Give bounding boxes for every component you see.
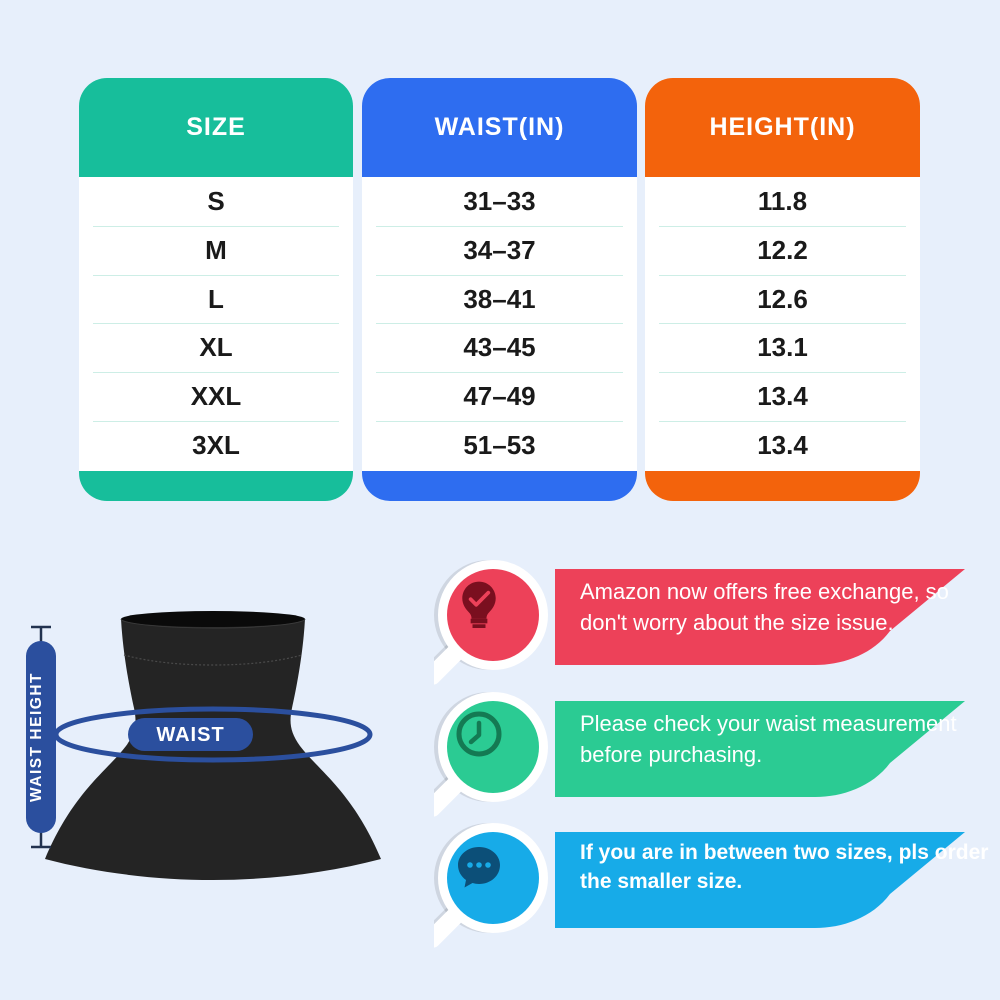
svg-text:WAIST HEIGHT: WAIST HEIGHT xyxy=(28,672,45,802)
svg-text:WAIST: WAIST xyxy=(156,724,224,746)
